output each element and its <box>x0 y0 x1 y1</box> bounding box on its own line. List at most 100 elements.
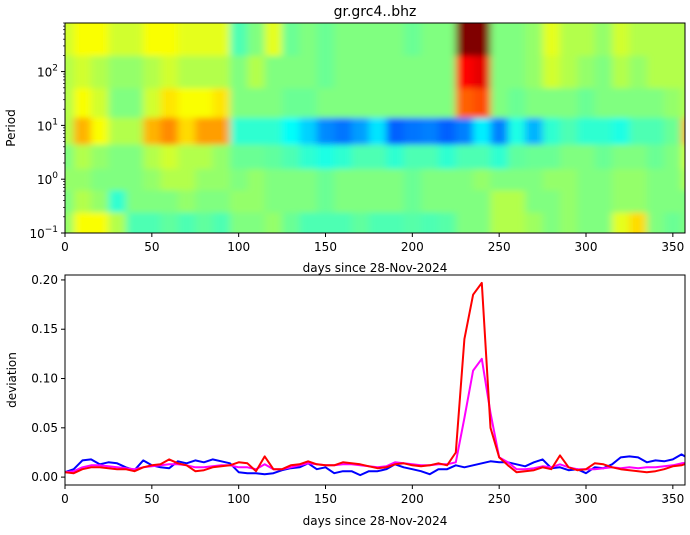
heatmap-cell <box>282 87 300 118</box>
series-line-1 <box>65 357 685 474</box>
heatmap-cell <box>577 189 596 213</box>
heatmap-cell <box>351 189 370 213</box>
heatmap-cell <box>108 144 127 169</box>
heatmap-cell <box>195 168 214 191</box>
heatmap-cell <box>299 87 318 118</box>
heatmap-cell <box>160 87 179 118</box>
heatmap-cell <box>160 144 179 169</box>
heatmap-cell <box>438 168 457 191</box>
heatmap-cell <box>73 168 92 191</box>
heatmap-cell <box>229 144 248 169</box>
heatmap-cell <box>160 117 179 145</box>
heatmap-cell <box>125 144 144 169</box>
heatmap-cell <box>542 144 561 169</box>
heatmap-cell <box>229 55 248 89</box>
heatmap-cell <box>664 212 683 233</box>
heatmap-cell <box>229 212 248 233</box>
heatmap-cell <box>177 23 196 56</box>
heatmap-cell <box>143 87 162 118</box>
heatmap-cell <box>264 144 283 169</box>
heatmap-cell <box>212 144 231 169</box>
heatmap-cell <box>490 117 509 145</box>
heatmap-cell <box>125 23 144 56</box>
heatmap-cell <box>455 117 474 145</box>
heatmap-cell <box>507 23 526 56</box>
heatmap-cell <box>334 87 353 118</box>
heatmap-cell <box>143 23 162 56</box>
heatmap-cell <box>247 23 266 56</box>
heatmap-cell <box>473 212 491 233</box>
heatmap-cell <box>212 189 231 213</box>
heatmap-cell <box>386 55 405 89</box>
heatmap-cell <box>229 189 248 213</box>
heatmap-cell <box>473 168 491 191</box>
y-tick-label: 0.20 <box>31 273 58 287</box>
heatmap-cell <box>212 87 231 118</box>
heatmap-cell <box>368 212 387 233</box>
heatmap-cell <box>73 117 92 145</box>
heatmap-cell <box>542 212 561 233</box>
heatmap-cell <box>455 168 474 191</box>
heatmap-cell <box>351 212 370 233</box>
heatmap-cell <box>316 212 335 233</box>
heatmap-cell <box>264 55 283 89</box>
heatmap-cell <box>681 144 685 169</box>
heatmap-cell <box>108 87 127 118</box>
heatmap-cell <box>594 87 613 118</box>
heatmap-cell <box>559 23 578 56</box>
heatmap-cell <box>681 189 685 213</box>
line-series <box>65 281 685 477</box>
heatmap-cell <box>577 55 596 89</box>
heatmap-cell <box>646 144 665 169</box>
heatmap-cell <box>612 55 630 89</box>
x-tick-label: 50 <box>144 240 159 254</box>
heatmap-cell <box>629 87 648 118</box>
heatmap-cell <box>65 212 75 233</box>
heatmap-cell <box>421 55 439 89</box>
heatmap-cell <box>507 212 526 233</box>
heatmap-cell <box>438 87 457 118</box>
heatmap-cell <box>299 189 318 213</box>
heatmap-cell <box>195 212 214 233</box>
heatmap-cell <box>212 117 231 145</box>
heatmap-cell <box>351 117 370 145</box>
x-tick-label: 150 <box>314 492 337 506</box>
heatmap-cell <box>490 168 509 191</box>
heatmap-cell <box>229 168 248 191</box>
heatmap-cell <box>195 117 214 145</box>
heatmap-cell <box>195 87 214 118</box>
heatmap-cell <box>525 212 544 233</box>
heatmap-cell <box>65 168 75 191</box>
x-tick-label: 200 <box>401 240 424 254</box>
heatmap-cell <box>664 144 683 169</box>
heatmap-cell <box>91 117 109 145</box>
heatmap-cell <box>542 117 561 145</box>
heatmap-cell <box>212 212 231 233</box>
heatmap-cell <box>681 117 685 145</box>
heatmap-cell <box>594 55 613 89</box>
heatmap-cell <box>438 144 457 169</box>
heatmap-cell <box>125 168 144 191</box>
heatmap-cell <box>73 212 92 233</box>
heatmap-cell <box>455 55 474 89</box>
heatmap-cell <box>525 117 544 145</box>
heatmap-cell <box>612 212 630 233</box>
heatmap-cell <box>455 189 474 213</box>
heatmap-cell <box>351 55 370 89</box>
heatmap-cell <box>473 87 491 118</box>
heatmap-cell <box>577 23 596 56</box>
heatmap-cell <box>664 117 683 145</box>
heatmap-cell <box>507 168 526 191</box>
heatmap-cell <box>507 87 526 118</box>
heatmap-cells <box>65 23 685 233</box>
heatmap-cell <box>473 55 491 89</box>
heatmap-cell <box>490 212 509 233</box>
heatmap-cell <box>73 87 92 118</box>
heatmap-cell <box>403 168 422 191</box>
heatmap-cell <box>473 117 491 145</box>
heatmap-cell <box>65 87 75 118</box>
heatmap-cell <box>525 144 544 169</box>
heatmap-cell <box>525 189 544 213</box>
y-tick-label: 0.00 <box>31 470 58 484</box>
heatmap-cell <box>525 168 544 191</box>
